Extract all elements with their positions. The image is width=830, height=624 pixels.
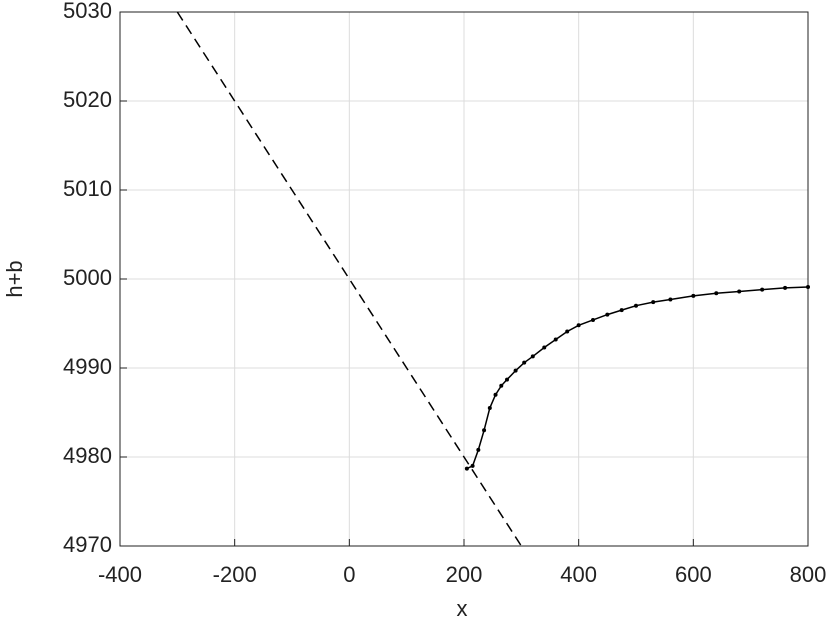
marker [714,291,719,296]
marker [576,323,581,328]
marker [565,329,570,334]
marker [522,360,527,365]
x-tick-label: 400 [560,562,597,587]
marker [737,289,742,294]
marker [487,406,492,411]
marker [619,308,624,313]
x-tick-label: 800 [790,562,827,587]
y-tick-label: 5030 [63,0,112,23]
marker [499,383,504,388]
marker [605,312,610,317]
x-tick-label: -400 [98,562,142,587]
marker [476,447,481,452]
marker [530,354,535,359]
marker [464,466,469,471]
marker [493,392,498,397]
marker [513,368,518,373]
x-tick-label: -200 [213,562,257,587]
y-tick-label: 5010 [63,176,112,201]
marker [470,463,475,468]
plot-frame [119,11,809,547]
y-tick-label: 4980 [63,443,112,468]
marker [553,337,558,342]
y-axis-label: h+b [2,260,27,297]
x-tick-label: 200 [446,562,483,587]
marker [505,377,509,382]
marker [591,317,595,322]
marker [806,285,810,290]
marker [760,287,765,292]
y-tick-label: 5020 [63,87,112,112]
line [466,286,809,470]
x-tick-label: 0 [343,562,355,587]
y-tick-label: 4990 [63,354,112,379]
y-tick-label: 4970 [63,532,112,557]
marker [634,303,638,308]
y-tick-label: 5000 [63,265,112,290]
line [176,11,522,547]
x-tick-label: 600 [675,562,712,587]
marker [651,300,656,305]
marker [482,428,487,433]
marker [668,297,673,302]
marker [783,285,788,290]
marker [691,293,696,298]
x-axis-label: x [457,596,468,621]
marker [542,345,547,350]
